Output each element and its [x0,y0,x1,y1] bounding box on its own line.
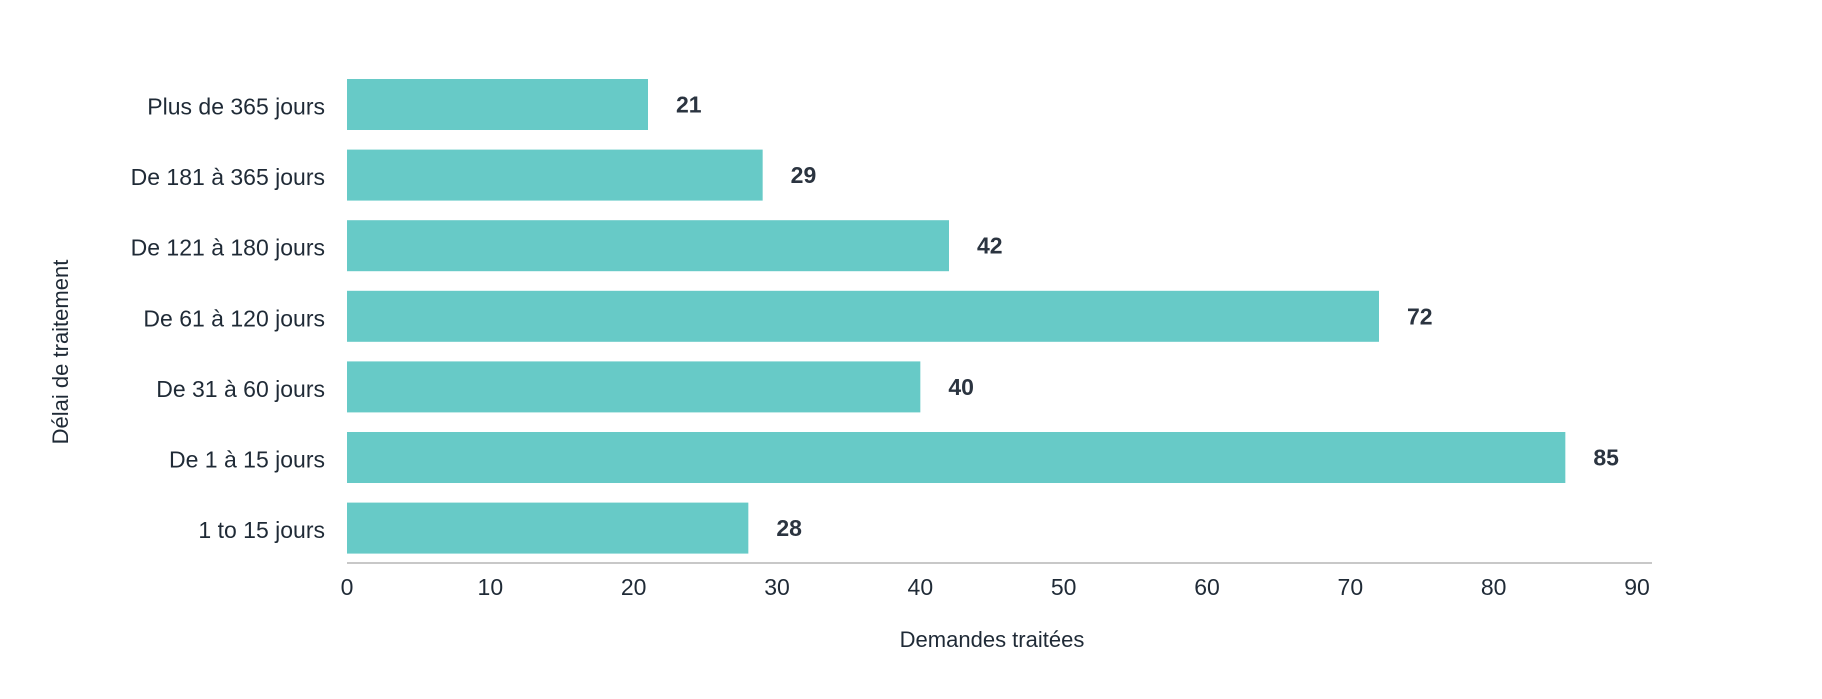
category-label-6: 1 to 15 jours [198,517,325,543]
y-axis-title: Délai de traitement [48,260,73,445]
x-tick-labels-group: 0 10 20 30 40 50 60 70 80 90 [341,574,1650,600]
category-label-0: Plus de 365 jours [147,94,325,120]
value-label-4: 40 [948,374,974,400]
bar-5 [347,432,1566,483]
value-label-6: 28 [776,515,802,541]
bar-4 [347,361,921,413]
x-tick-label-8: 80 [1481,574,1507,600]
x-tick-label-1: 10 [478,574,504,600]
x-tick-label-3: 30 [764,574,790,600]
category-label-3: De 61 à 120 jours [143,305,325,331]
x-tick-label-5: 50 [1051,574,1077,600]
x-tick-label-2: 20 [621,574,647,600]
value-label-1: 29 [791,162,817,188]
value-label-0: 21 [676,92,702,118]
x-axis-title: Demandes traitées [900,627,1085,652]
bar-3 [347,290,1379,342]
bar-6 [347,502,749,554]
value-label-2: 42 [977,233,1003,259]
category-label-4: De 31 à 60 jours [156,376,325,402]
bar-2 [347,220,949,272]
x-tick-label-0: 0 [341,574,354,600]
category-labels-group: Plus de 365 jours De 181 à 365 jours De 12… [131,94,325,544]
x-tick-label-7: 70 [1338,574,1364,600]
category-label-5: De 1 à 15 jours [169,447,325,473]
category-label-1: De 181 à 365 jours [131,164,325,190]
value-labels-group: 21 29 42 72 40 85 28 [676,92,1619,542]
bars-group [347,79,1566,554]
value-label-3: 72 [1407,303,1433,329]
x-tick-label-6: 60 [1194,574,1220,600]
x-tick-label-9: 90 [1624,574,1650,600]
bar-0 [347,79,648,130]
value-label-5: 85 [1593,445,1619,471]
x-tick-label-4: 40 [908,574,934,600]
category-label-2: De 121 à 180 jours [131,235,325,261]
bar-1 [347,149,763,201]
